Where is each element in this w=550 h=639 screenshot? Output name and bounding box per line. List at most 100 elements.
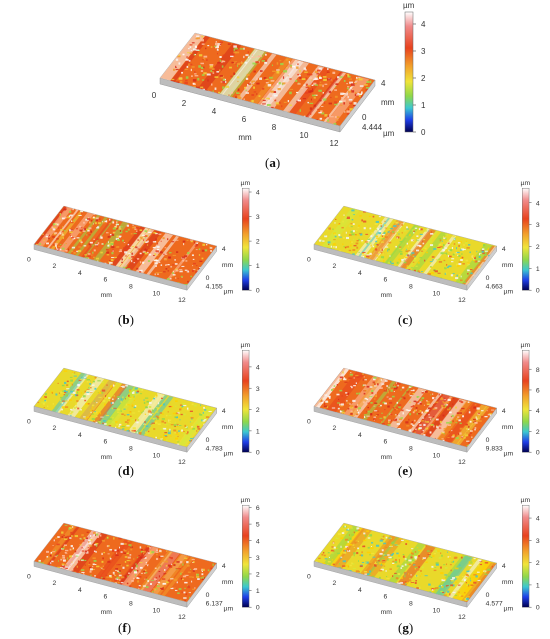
- colorbar-tick-label: 4: [536, 200, 540, 207]
- colorbar-tick-label: 5: [256, 522, 260, 529]
- x-tick-label: 6: [104, 594, 108, 601]
- x-axis-unit: mm: [101, 609, 113, 616]
- panel-caption-a: (a): [265, 155, 281, 170]
- colorbar-tick-label: 4: [256, 538, 260, 545]
- colorbar-unit-bottom: µm: [224, 289, 234, 296]
- colorbar-tick-label: 1: [536, 582, 540, 589]
- x-tick-label: 10: [153, 452, 161, 459]
- y-axis-unit: mm: [502, 424, 514, 431]
- x-axis-unit: mm: [381, 292, 393, 299]
- x-tick-label: 8: [409, 446, 413, 453]
- y-tick-label: 0: [362, 113, 367, 122]
- colorbar-tick-label: 2: [536, 429, 540, 436]
- y-axis-unit: mm: [222, 424, 234, 431]
- x-tick-label: 8: [409, 601, 413, 608]
- x-tick-label: 6: [242, 115, 247, 124]
- y-tick-label: 0: [206, 437, 210, 444]
- x-tick-label: 2: [53, 580, 57, 587]
- x-tick-label: 4: [78, 432, 82, 439]
- x-tick-label: 12: [178, 614, 186, 621]
- x-tick-label: 2: [53, 263, 57, 270]
- colorbar-tick-label: 3: [536, 538, 540, 545]
- surface-panel-g: 0 2 4 6 8 10 12 mm 4 0 mm 4.577 µm µm 4 3 2 1 0: [280, 495, 545, 621]
- x-tick-label: 0: [27, 573, 31, 580]
- z-max-label: 4.444: [362, 123, 383, 132]
- colorbar-tick-label: 4: [536, 516, 540, 523]
- z-max-label: 4.783: [206, 446, 223, 453]
- colorbar-unit-bottom: µm: [504, 606, 514, 613]
- x-tick-label: 6: [384, 594, 388, 601]
- x-axis-unit: mm: [238, 133, 252, 142]
- x-tick-label: 2: [53, 425, 57, 432]
- x-axis-unit: mm: [101, 454, 113, 461]
- x-tick-label: 10: [300, 131, 309, 140]
- surface-texture: [315, 525, 497, 603]
- colorbar: [242, 349, 250, 453]
- x-tick-label: 0: [27, 256, 31, 263]
- y-tick-label: 4: [222, 408, 226, 415]
- x-axis-unit: mm: [101, 292, 113, 299]
- panel-letter: d: [122, 463, 130, 478]
- colorbar: [242, 504, 250, 608]
- x-tick-label: 10: [153, 290, 161, 297]
- y-axis-unit: mm: [502, 262, 514, 269]
- x-tick-label: 10: [433, 290, 441, 297]
- colorbar-tick-label: 0: [536, 605, 540, 612]
- colorbar-tick-label: 1: [536, 266, 540, 273]
- y-axis-unit: mm: [502, 579, 514, 586]
- z-max-label: 4.577: [486, 601, 503, 608]
- colorbar-tick-label: 1: [256, 263, 260, 270]
- colorbar-tick-label: 2: [256, 239, 260, 246]
- colorbar-unit: µm: [521, 342, 531, 349]
- x-tick-label: 12: [178, 297, 186, 304]
- colorbar-tick-label: 1: [421, 101, 426, 110]
- colorbar-unit-bottom: µm: [504, 289, 514, 296]
- colorbar: [404, 11, 414, 133]
- colorbar-unit: µm: [521, 180, 531, 187]
- x-tick-label: 4: [358, 270, 362, 277]
- panel-letter: a: [269, 155, 276, 170]
- y-axis-unit: mm: [222, 262, 234, 269]
- x-tick-label: 2: [182, 99, 187, 108]
- x-tick-label: 12: [458, 459, 466, 466]
- colorbar-tick-label: 1: [256, 428, 260, 435]
- x-tick-label: 6: [104, 439, 108, 446]
- colorbar-tick-label: 0: [256, 605, 260, 612]
- surface-panel-a: 0 2 4 6 8 10 12 mm 4 0 mm 4.444 µm µm 4 3 2 1 0: [120, 0, 426, 148]
- x-tick-label: 0: [307, 418, 311, 425]
- surface-panel-f: 0 2 4 6 8 10 12 mm 4 0 mm 6.137 µm µm 6 5 4 3 2 1 0: [0, 495, 265, 621]
- panel-caption-e: (e): [398, 463, 413, 478]
- surface-texture: [37, 370, 215, 447]
- y-axis-unit: mm: [381, 98, 395, 107]
- colorbar-tick-label: 2: [536, 244, 540, 251]
- x-tick-label: 4: [358, 587, 362, 594]
- panel-caption-b: (b): [118, 312, 134, 327]
- panel-letter: b: [122, 312, 130, 327]
- colorbar-unit: µm: [241, 180, 251, 187]
- colorbar-unit-bottom: µm: [504, 451, 514, 458]
- x-tick-label: 4: [78, 587, 82, 594]
- y-tick-label: 0: [206, 275, 210, 282]
- colorbar: [522, 187, 530, 291]
- x-tick-label: 4: [212, 107, 217, 116]
- colorbar-tick-label: 3: [256, 214, 260, 221]
- x-tick-label: 0: [152, 91, 157, 100]
- y-tick-label: 4: [502, 246, 506, 253]
- colorbar-tick-label: 0: [536, 450, 540, 457]
- colorbar-tick-label: 6: [256, 505, 260, 512]
- surface-panel-e: 0 2 4 6 8 10 12 mm 4 0 mm 9.833 µm µm 8 6 4 2 0: [280, 340, 545, 466]
- x-tick-label: 8: [129, 601, 133, 608]
- y-axis-unit: mm: [222, 579, 234, 586]
- y-tick-label: 0: [486, 437, 490, 444]
- colorbar-tick-label: 8: [536, 367, 540, 374]
- colorbar-tick-label: 0: [256, 450, 260, 457]
- z-max-label: 4.663: [486, 284, 503, 291]
- colorbar-unit: µm: [403, 1, 415, 10]
- colorbar: [242, 187, 250, 291]
- surface-texture: [160, 33, 372, 126]
